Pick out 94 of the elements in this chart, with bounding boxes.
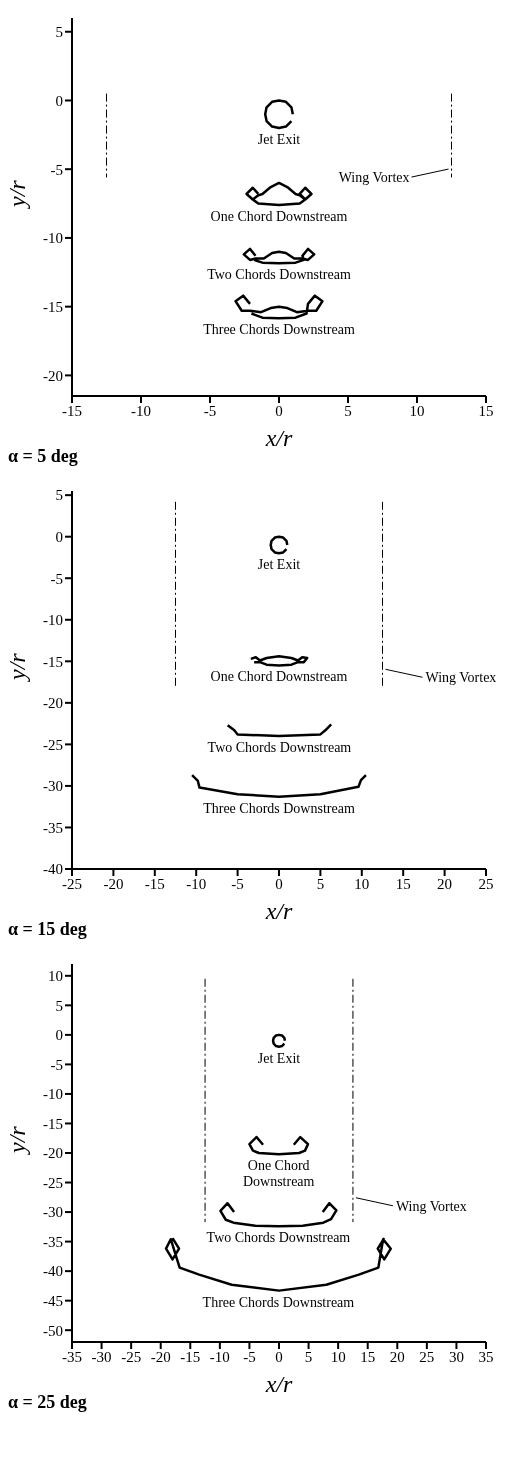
annotation: Three Chords Downstream: [203, 800, 355, 816]
annotation: Wing Vortex: [425, 670, 497, 686]
y-tick-label: 5: [55, 487, 63, 504]
x-tick-label: -30: [91, 1348, 112, 1365]
y-tick-label: -50: [43, 1322, 63, 1339]
annotation: Jet Exit: [257, 1050, 301, 1066]
x-tick-label: 10: [330, 1348, 346, 1365]
y-axis-title: y/r: [3, 179, 30, 209]
line-series: [234, 294, 324, 320]
annotation: Three Chords Downstream: [203, 322, 355, 338]
x-tick-label: -10: [209, 1348, 230, 1365]
x-tick-label: 20: [437, 875, 453, 892]
annotation: Three Chords Downstream: [202, 1294, 355, 1310]
x-tick-label: 25: [478, 875, 494, 892]
y-tick-label: 10: [48, 968, 63, 985]
x-tick-label: -10: [131, 402, 151, 419]
x-tick-label: 5: [316, 875, 325, 892]
y-tick-label: -15: [43, 1115, 63, 1132]
x-tick-label: -5: [243, 1348, 256, 1365]
x-tick-label: 10: [354, 875, 370, 892]
line-series: [242, 247, 316, 265]
x-tick-label: 15: [478, 402, 494, 419]
y-tick-label: -20: [43, 695, 63, 712]
y-tick-label: -10: [43, 612, 63, 629]
y-tick-label: -30: [43, 1204, 63, 1221]
x-tick-label: 0: [275, 1348, 283, 1365]
line-series: [249, 655, 309, 667]
y-axis-title: y/r: [3, 1125, 30, 1155]
x-tick-label: 10: [409, 402, 425, 419]
annotation: Wing Vortex: [338, 170, 410, 186]
x-tick-label: 15: [395, 875, 411, 892]
annotation: Two Chords Downstream: [207, 267, 351, 283]
y-tick-label: -35: [43, 819, 63, 836]
y-tick-label: 0: [55, 1027, 63, 1044]
x-tick-label: -20: [103, 875, 124, 892]
y-tick-label: -5: [50, 570, 63, 587]
x-tick-label: 35: [478, 1348, 494, 1365]
annotation: Jet Exit: [257, 557, 301, 573]
x-tick-label: -25: [121, 1348, 142, 1365]
annotation: Two Chords Downstream: [206, 1230, 351, 1246]
line-series: [226, 723, 333, 738]
annotation: Wing Vortex: [395, 1198, 467, 1214]
annotation: Two Chords Downstream: [207, 740, 352, 756]
y-tick-label: -25: [43, 1174, 63, 1191]
line-series: [219, 1201, 338, 1228]
y-tick-label: -25: [43, 736, 63, 753]
line-series: [245, 181, 313, 207]
y-tick-label: -5: [50, 161, 63, 178]
text: α = 25 deg: [8, 1392, 87, 1412]
x-axis-title: x/r: [264, 898, 293, 924]
y-tick-label: -15: [43, 653, 63, 670]
line-series: [263, 99, 295, 130]
y-tick-label: -15: [43, 298, 63, 315]
x-tick-label: 25: [419, 1348, 435, 1365]
line-series: [248, 1135, 310, 1156]
x-tick-label: -15: [144, 875, 165, 892]
annotation: One Chord Downstream: [210, 669, 348, 685]
annotation: One Chord Downstream: [242, 1158, 315, 1190]
annotation: One Chord Downstream: [210, 208, 348, 224]
y-tick-label: 0: [55, 529, 63, 546]
x-tick-label: -15: [180, 1348, 201, 1365]
y-tick-label: 0: [55, 92, 63, 109]
y-tick-label: -30: [43, 778, 63, 795]
line-series: [269, 535, 289, 555]
x-tick-label: -20: [150, 1348, 171, 1365]
y-tick-label: -20: [43, 1145, 63, 1162]
x-tick-label: 5: [304, 1348, 313, 1365]
y-tick-label: -10: [43, 1086, 63, 1103]
x-tick-label: 5: [344, 402, 352, 419]
x-tick-label: 30: [448, 1348, 464, 1365]
y-axis-title: y/r: [3, 652, 30, 682]
y-tick-label: -10: [43, 230, 63, 247]
text: α = 5 deg: [8, 446, 78, 466]
x-tick-label: -10: [186, 875, 207, 892]
annotation: Jet Exit: [257, 131, 301, 147]
x-tick-label: 0: [275, 875, 283, 892]
x-tick-label: 0: [275, 402, 283, 419]
y-tick-label: -5: [50, 1056, 63, 1073]
y-tick-label: -40: [43, 861, 63, 878]
y-tick-label: -45: [43, 1292, 63, 1309]
x-tick-label: -5: [231, 875, 244, 892]
x-tick-label: 15: [360, 1348, 376, 1365]
y-tick-label: -35: [43, 1233, 63, 1250]
y-tick-label: 5: [55, 24, 63, 41]
y-tick-label: 5: [55, 997, 63, 1014]
line-series: [190, 773, 368, 798]
y-tick-label: -20: [43, 367, 63, 384]
x-axis-title: x/r: [264, 1371, 293, 1397]
x-tick-label: -5: [203, 402, 217, 419]
line-series: [271, 1033, 287, 1048]
y-tick-label: -40: [43, 1263, 63, 1280]
x-tick-label: 20: [389, 1348, 405, 1365]
text: α = 15 deg: [8, 919, 87, 939]
x-axis-title: x/r: [264, 425, 293, 451]
